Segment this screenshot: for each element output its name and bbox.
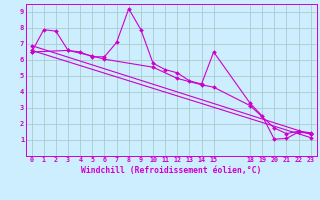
X-axis label: Windchill (Refroidissement éolien,°C): Windchill (Refroidissement éolien,°C) [81, 166, 261, 175]
